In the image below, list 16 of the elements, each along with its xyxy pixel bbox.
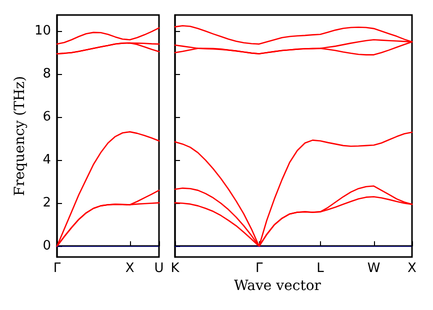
x-tick-label: W (367, 261, 380, 276)
x-tick-label: Γ (255, 261, 264, 276)
x-axis-title: Wave vector (234, 278, 322, 294)
x-tick-label: X (125, 261, 134, 276)
x-tick-label: X (408, 261, 417, 276)
x-tick-label: U (154, 261, 164, 276)
x-tick-label: Γ (53, 261, 62, 276)
y-tick-label: 4 (42, 152, 51, 168)
y-tick-label: 8 (42, 66, 51, 82)
y-tick-label: 2 (42, 196, 51, 211)
y-axis-title: Frequency (THz) (12, 76, 28, 196)
y-tick-label: 6 (42, 110, 51, 125)
y-tick-label: 10 (34, 24, 51, 39)
x-tick-label: L (316, 261, 325, 276)
x-tick-label: K (170, 261, 180, 276)
y-tick-label: 0 (42, 238, 51, 254)
